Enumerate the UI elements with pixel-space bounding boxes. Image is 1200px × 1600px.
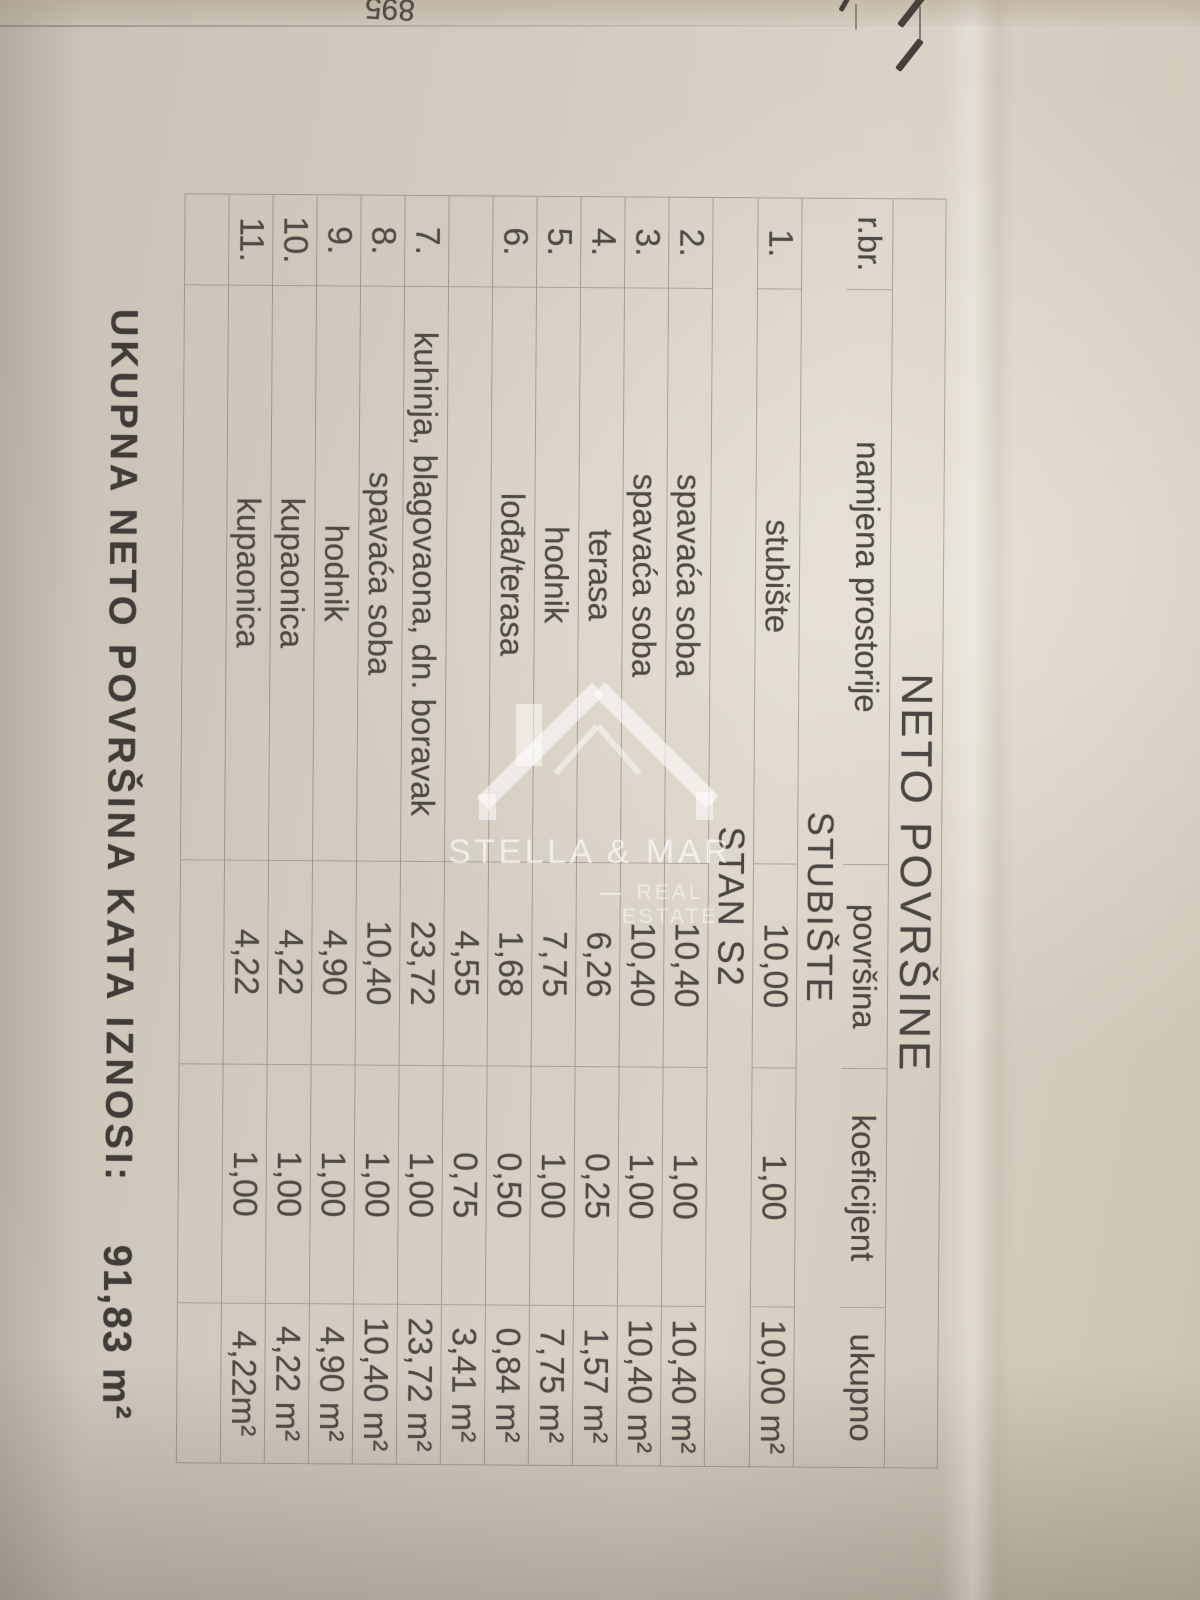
cell-coef: 0,50 [485,1065,531,1305]
cell-area: 7,75 [531,861,576,1066]
cell-area: 1,68 [487,861,532,1066]
cell-area: 4,22 [267,859,313,1064]
cell-area: 10,40 [663,862,708,1067]
cell-total: 3,41 m² [440,1304,485,1465]
cell-total: 4,22 m² [264,1303,309,1464]
cell-area: 4,90 [311,860,357,1065]
cell-coef: 0,25 [573,1065,619,1306]
column-header-rbr: r.br. [851,216,890,272]
cell-coef: 1,00 [265,1063,311,1304]
cell-total: 10,40 m² [616,1305,661,1466]
cell-coef: 0,75 [441,1064,487,1305]
cell-rbr: 11. [232,217,271,263]
cell-name: lođa/terasa [488,286,537,862]
column-header-name: namjena prostorije [842,288,893,865]
summary-label: UKUPNA NETO POVRŠINA KATA IZNOSI: [97,308,146,1185]
summary-value: 91,83 m² [94,1244,140,1422]
cell-area: 6,26 [575,862,620,1066]
section-row: STUBIŠTE [794,199,848,1467]
cell-coef: 1,00 [529,1065,575,1306]
section-label: STAN S2 [710,826,753,988]
cell-coef: 1,00 [309,1063,355,1304]
cell-coef [177,1062,223,1303]
cell-area [179,859,225,1064]
cell-name: hodnik [313,285,361,861]
cell-area: 4,55 [443,861,488,1066]
cell-total: 10,00 m² [749,1306,794,1467]
pen-mark [919,6,921,42]
cell-total: 7,75 m² [528,1304,573,1466]
cell-rbr: 4. [584,227,623,257]
cell-coef: 1,00 [661,1066,707,1307]
cell-name: hodnik [532,286,581,862]
cell-name: terasa [576,286,625,863]
paper-top-shadow [0,0,1200,26]
cell-coef: 1,00 [617,1065,663,1306]
cell-rbr: 7. [408,226,447,256]
area-table: NETO POVRŠINE r.br. namjena prostorije p… [175,193,947,1469]
column-header-coef: koeficijent [839,1067,887,1308]
cell-name: kuhinja, blagovaona, dn. boravak [401,285,449,862]
cell-rbr [449,196,493,286]
cell-rbr: 8. [364,226,403,255]
cell-rbr [185,194,229,284]
cell-name [444,286,493,862]
cell-rbr: 2. [672,228,711,258]
column-header-area: površina [841,863,888,1068]
cell-total: 10,40 m² [660,1305,705,1466]
cell-total [176,1302,221,1463]
cell-name: spavaća soba [357,285,405,861]
table-title-row: NETO POVRŠINE [885,199,946,1467]
paper-fold-highlight [940,0,1014,1600]
cell-name: kupaonica [269,284,317,861]
cell-rbr: 10. [276,216,315,264]
cell-total: 10,40 m² [352,1303,397,1464]
summary-row: UKUPNA NETO POVRŠINA KATA IZNOSI: 91,83 … [82,193,159,1463]
cell-rbr: 9. [320,225,359,255]
cell-area: 10,00 [752,863,797,1068]
cell-rbr: 3. [628,228,667,257]
cell-total: 23,72 m² [396,1304,441,1465]
cell-coef: 1,00 [221,1063,267,1304]
cell-name: stubište [753,288,802,864]
table-body: STUBIŠTE 1. stubište 10,00 1,00 10,00 m² STAN … [176,194,848,1467]
section-label: STUBIŠTE [799,811,842,1004]
cell-coef: 1,00 [353,1064,399,1305]
cell-rbr: 6. [496,227,535,256]
cell-coef: 1,00 [750,1066,796,1307]
page-number: 895 [364,0,416,27]
cell-area: 23,72 [399,860,444,1065]
cell-name [181,284,229,860]
cell-area: 10,40 [619,862,664,1067]
cell-rbr: 5. [540,227,579,257]
cell-area: 4,22 [223,859,269,1064]
cell-rbr: 1. [761,229,800,258]
cell-coef: 1,00 [397,1064,443,1305]
column-header-total: ukupno [838,1307,885,1468]
paper-crease-line [0,25,950,27]
cell-area: 10,40 [355,860,401,1065]
cell-name: spavaća soba [664,287,713,863]
table-title: NETO POVRŠINE [889,673,942,1074]
cell-total: 4,22m² [220,1302,265,1463]
cell-total: 4,90 m² [308,1303,353,1464]
cell-name: kupaonica [225,284,273,860]
cell-total: 0,84 m² [484,1304,529,1465]
cell-total: 1,57 m² [572,1305,617,1466]
cell-name: spavaća soba [620,287,669,863]
pen-mark [855,4,857,30]
